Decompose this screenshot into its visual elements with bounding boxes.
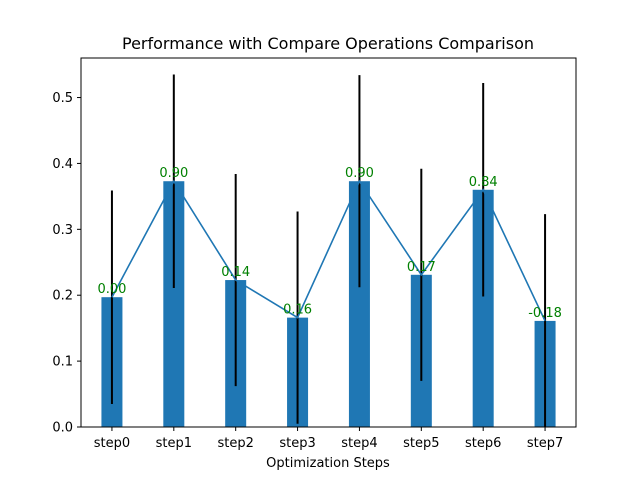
data-label-step2: 0.14 — [221, 265, 250, 280]
y-tick-label: 0.5 — [52, 91, 73, 106]
x-axis-label: Optimization Steps — [266, 456, 390, 471]
x-tick-label: step3 — [279, 436, 315, 451]
data-label-step0: 0.00 — [97, 282, 126, 297]
x-tick-label: step5 — [403, 436, 439, 451]
data-labels-group: 0.00 0.90 0.14 0.16 0.90 0.17 0.84 -0.18 — [97, 166, 561, 321]
bar-step1 — [163, 181, 185, 427]
y-tick-label: 0.0 — [52, 421, 73, 436]
y-tick-label: 0.3 — [52, 223, 73, 238]
plot-frame — [80, 57, 577, 428]
data-label-step7: -0.18 — [528, 306, 562, 321]
y-tick-label: 0.4 — [52, 157, 73, 172]
data-label-step6: 0.84 — [469, 175, 498, 190]
plot-area: 0.000.900.140.160.900.170.84-0.180.00.10… — [52, 57, 577, 451]
x-tick-label: step4 — [341, 436, 377, 451]
data-label-step5: 0.17 — [407, 260, 436, 275]
data-label-step1: 0.90 — [159, 166, 188, 181]
x-tick-label: step0 — [94, 436, 130, 451]
bar-step4 — [348, 181, 370, 427]
x-tick-label: step6 — [465, 436, 501, 451]
series-line — [111, 179, 546, 322]
x-axis: step0 step1 step2 step3 step4 step5 step6 step7 — [94, 427, 563, 451]
y-axis: 0.0 0.1 0.2 0.3 0.4 0.5 — [52, 91, 81, 436]
bars-group — [101, 181, 556, 427]
bar-step6 — [472, 189, 494, 427]
x-tick-label: step7 — [527, 436, 563, 451]
data-label-step3: 0.16 — [283, 303, 312, 318]
y-tick-label: 0.1 — [52, 355, 73, 370]
chart-title: Performance with Compare Operations Comp… — [122, 34, 534, 53]
x-tick-label: step2 — [217, 436, 253, 451]
x-tick-label: step1 — [156, 436, 192, 451]
data-label-step4: 0.90 — [345, 166, 374, 181]
y-tick-label: 0.2 — [52, 289, 73, 304]
